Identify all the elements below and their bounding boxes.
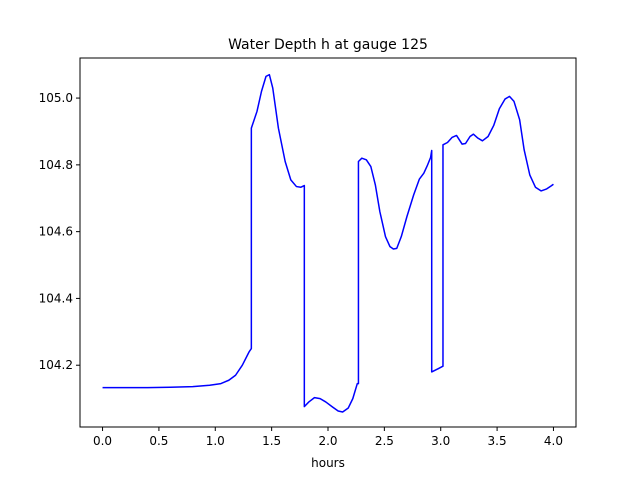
x-tick-label: 1.5 [262, 434, 281, 448]
x-tick-label: 2.5 [375, 434, 394, 448]
y-tick-label: 104.6 [39, 225, 73, 239]
x-axis: 0.0 0.5 1.0 1.5 2.0 2.5 3.0 3.5 4.0 [93, 427, 563, 448]
y-tick-label: 104.8 [39, 158, 73, 172]
x-tick-label: 3.5 [488, 434, 507, 448]
x-tick-label: 0.5 [149, 434, 168, 448]
y-tick-label: 105.0 [39, 91, 73, 105]
x-axis-label: hours [311, 456, 345, 470]
plot-layer [102, 73, 554, 413]
x-tick-label: 4.0 [544, 434, 563, 448]
y-tick-label: 104.4 [39, 291, 73, 305]
series-line-0 [102, 73, 554, 413]
y-axis: 104.2 104.4 104.6 104.8 105.0 [39, 91, 80, 372]
y-tick-label: 104.2 [39, 358, 73, 372]
x-tick-label: 1.0 [206, 434, 225, 448]
x-tick-label: 3.0 [431, 434, 450, 448]
chart-title: Water Depth h at gauge 125 [228, 37, 428, 53]
x-tick-label: 0.0 [93, 434, 112, 448]
x-tick-label: 2.0 [318, 434, 337, 448]
